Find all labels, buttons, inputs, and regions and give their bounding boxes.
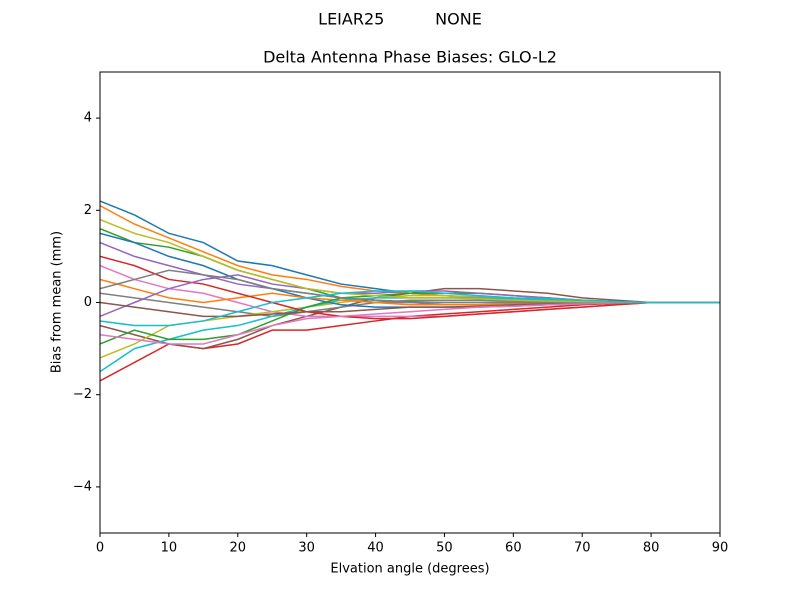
y-tick-label: −2 bbox=[73, 387, 92, 402]
series-line bbox=[100, 301, 720, 345]
series-line bbox=[100, 255, 720, 320]
x-tick-label: 30 bbox=[298, 541, 315, 556]
x-tick-label: 10 bbox=[161, 541, 178, 556]
y-tick-label: −4 bbox=[73, 479, 92, 494]
y-tick-label: 0 bbox=[84, 295, 92, 310]
x-tick-label: 50 bbox=[436, 541, 453, 556]
series-line bbox=[100, 218, 720, 304]
y-tick-label: 4 bbox=[84, 111, 92, 126]
suptitle: LEIAR25 NONE bbox=[318, 10, 482, 29]
x-tick-label: 60 bbox=[505, 541, 522, 556]
x-axis-label: Elvation angle (degrees) bbox=[330, 562, 489, 577]
plot-frame bbox=[99, 71, 721, 534]
chart-title: Delta Antenna Phase Biases: GLO-L2 bbox=[263, 48, 557, 67]
series-line bbox=[100, 297, 720, 373]
x-tick-label: 90 bbox=[712, 541, 729, 556]
x-tick-label: 40 bbox=[367, 541, 384, 556]
x-tick-label: 0 bbox=[96, 541, 104, 556]
y-tick-label: 2 bbox=[84, 203, 92, 218]
x-tick-label: 80 bbox=[643, 541, 660, 556]
x-tick-label: 70 bbox=[574, 541, 591, 556]
x-tick-label: 20 bbox=[230, 541, 247, 556]
y-axis-label: Bias from mean (mm) bbox=[50, 231, 65, 373]
series-line bbox=[100, 290, 720, 327]
